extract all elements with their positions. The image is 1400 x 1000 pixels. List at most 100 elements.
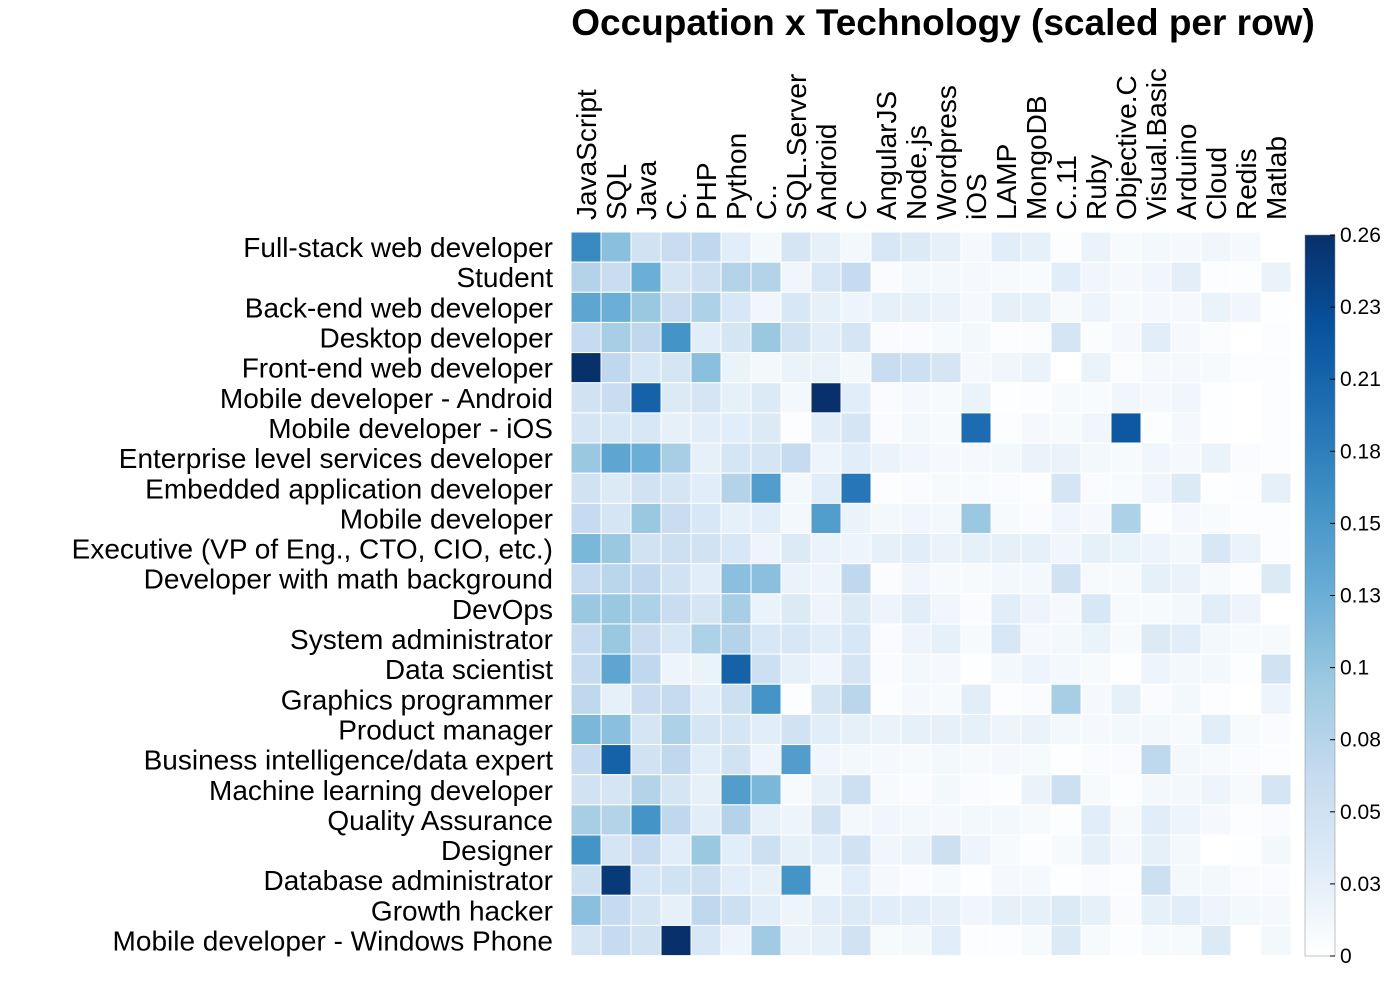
- heatmap-cell: [840, 864, 872, 896]
- heatmap-cell: [690, 412, 722, 444]
- heatmap-cell: [840, 713, 872, 746]
- heatmap-cell: [930, 804, 962, 836]
- heatmap-cell: [1260, 924, 1292, 957]
- heatmap-cell: [870, 502, 902, 535]
- heatmap-cell: [900, 563, 932, 595]
- heatmap-cell: [750, 472, 782, 504]
- heatmap-cell: [690, 352, 722, 384]
- heatmap-cell: [810, 382, 842, 414]
- heatmap-cell: [1140, 382, 1172, 414]
- heatmap-cell: [840, 894, 872, 926]
- heatmap-cell: [1170, 231, 1202, 263]
- heatmap-cell: [600, 653, 632, 685]
- heatmap-cell: [900, 834, 932, 866]
- heatmap-cell: [870, 412, 902, 444]
- heatmap-cell: [1110, 412, 1142, 444]
- heatmap-cell: [630, 894, 662, 926]
- heatmap-cell: [750, 502, 782, 535]
- heatmap-cell: [750, 804, 782, 836]
- heatmap-cell: [1050, 563, 1082, 595]
- heatmap-cell: [1020, 472, 1052, 504]
- heatmap-cell: [990, 321, 1022, 354]
- row-label: Mobile developer - Windows Phone: [113, 926, 553, 957]
- heatmap-cell: [630, 864, 662, 896]
- heatmap-cell: [780, 472, 812, 504]
- heatmap-cell: [690, 864, 722, 896]
- heatmap-cell: [690, 593, 722, 625]
- heatmap-cell: [960, 472, 992, 504]
- heatmap-cell: [1110, 291, 1142, 323]
- row-label: Mobile developer - Android: [220, 383, 553, 414]
- column-label: C..: [751, 184, 782, 220]
- heatmap-cell: [780, 261, 812, 293]
- heatmap-cell: [1230, 472, 1262, 504]
- heatmap-cell: [1050, 713, 1082, 746]
- heatmap-cell: [1080, 864, 1112, 896]
- heatmap-cell: [960, 593, 992, 625]
- heatmap-cell: [780, 894, 812, 926]
- heatmap-cell: [1140, 834, 1172, 866]
- heatmap-cell: [990, 412, 1022, 444]
- colorbar-tick-label: 0.13: [1340, 585, 1381, 608]
- heatmap-cell: [1200, 563, 1232, 595]
- heatmap-cell: [1140, 533, 1172, 565]
- heatmap-cell: [750, 231, 782, 263]
- heatmap-cell: [720, 864, 752, 896]
- heatmap-cell: [1080, 744, 1112, 776]
- heatmap-cell: [1260, 744, 1292, 776]
- heatmap-cell: [600, 442, 632, 474]
- heatmap-cell: [780, 563, 812, 595]
- heatmap-cell: [780, 744, 812, 776]
- heatmap-cell: [1140, 683, 1172, 715]
- heatmap-cell: [1260, 563, 1292, 595]
- heatmap-cell: [1020, 533, 1052, 565]
- heatmap-cell: [1260, 713, 1292, 746]
- heatmap-cell: [990, 533, 1022, 565]
- heatmap-cell: [1260, 442, 1292, 474]
- heatmap-cell: [600, 774, 632, 806]
- heatmap-cell: [660, 321, 692, 354]
- heatmap-cells: [570, 231, 1292, 957]
- heatmap-cell: [750, 623, 782, 655]
- heatmap-cell: [690, 533, 722, 565]
- colorbar-tick-label: 0.05: [1340, 801, 1381, 824]
- heatmap-cell: [660, 231, 692, 263]
- heatmap-cell: [930, 744, 962, 776]
- heatmap-cell: [1230, 352, 1262, 384]
- heatmap-cell: [1020, 563, 1052, 595]
- heatmap-cell: [900, 593, 932, 625]
- heatmap-cell: [780, 231, 812, 263]
- row-labels: Full-stack web developerStudentBack-end …: [72, 232, 554, 956]
- heatmap-cell: [720, 924, 752, 957]
- heatmap-cell: [1110, 352, 1142, 384]
- heatmap-cell: [690, 653, 722, 685]
- row-label: Back-end web developer: [245, 292, 553, 323]
- heatmap-cell: [720, 593, 752, 625]
- heatmap-cell: [900, 231, 932, 263]
- heatmap-cell: [1020, 744, 1052, 776]
- heatmap-cell: [810, 472, 842, 504]
- heatmap-cell: [840, 261, 872, 293]
- colorbar-tick-label: 0.1: [1340, 657, 1369, 680]
- heatmap-cell: [1110, 924, 1142, 957]
- heatmap-cell: [1170, 593, 1202, 625]
- heatmap-cell: [930, 412, 962, 444]
- heatmap-cell: [930, 442, 962, 474]
- heatmap-cell: [1050, 412, 1082, 444]
- heatmap-cell: [960, 352, 992, 384]
- heatmap-cell: [840, 533, 872, 565]
- heatmap-cell: [930, 382, 962, 414]
- heatmap-cell: [1080, 924, 1112, 957]
- heatmap-cell: [570, 412, 602, 444]
- heatmap-cell: [1230, 834, 1262, 866]
- column-label: MongoDB: [1021, 95, 1052, 220]
- heatmap-cell: [1050, 894, 1082, 926]
- heatmap-cell: [960, 804, 992, 836]
- heatmap-cell: [870, 352, 902, 384]
- column-label: Redis: [1231, 148, 1262, 220]
- heatmap-cell: [570, 442, 602, 474]
- heatmap-cell: [630, 382, 662, 414]
- heatmap-cell: [660, 804, 692, 836]
- heatmap-cell: [930, 261, 962, 293]
- heatmap-cell: [780, 382, 812, 414]
